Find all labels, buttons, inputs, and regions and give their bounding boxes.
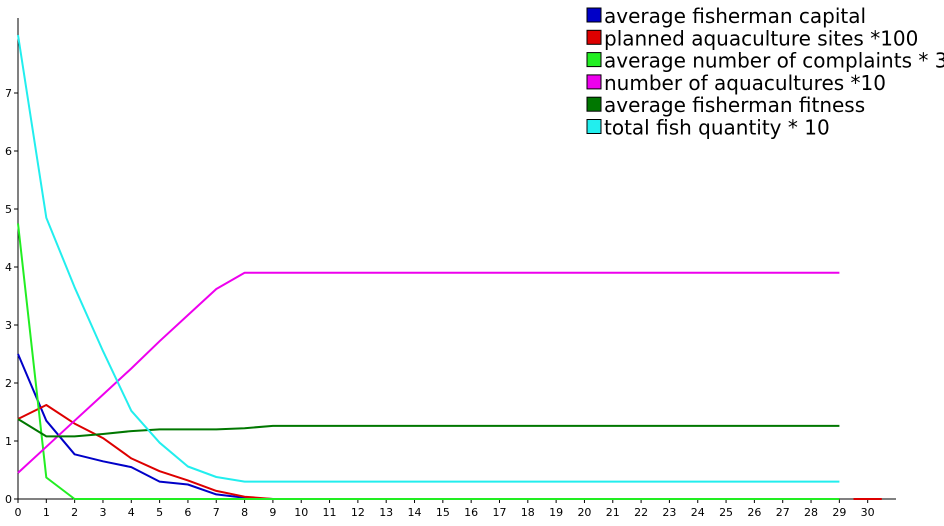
x-tick-label: 6: [184, 506, 191, 519]
x-tick-label: 27: [776, 506, 790, 519]
x-tick-label: 24: [691, 506, 705, 519]
x-tick-label: 16: [464, 506, 478, 519]
legend-swatch: [587, 97, 601, 111]
legend-item-average-fisherman-capital: average fisherman capital: [587, 4, 866, 28]
legend-label: average fisherman capital: [604, 4, 866, 28]
x-tick-label: 3: [99, 506, 106, 519]
y-tick-label: 0: [5, 493, 12, 506]
x-tick-label: 23: [662, 506, 676, 519]
x-tick-label: 21: [606, 506, 620, 519]
x-tick-label: 29: [832, 506, 846, 519]
legend-item-average-number-of-complaints-3: average number of complaints * 3: [587, 49, 944, 73]
y-tick-label: 5: [5, 203, 12, 216]
y-tick-label: 3: [5, 319, 12, 332]
x-tick-label: 15: [436, 506, 450, 519]
x-tick-label: 1: [43, 506, 50, 519]
x-tick-label: 7: [213, 506, 220, 519]
x-tick-label: 25: [719, 506, 733, 519]
x-tick-label: 5: [156, 506, 163, 519]
x-tick-label: 26: [747, 506, 761, 519]
x-tick-label: 0: [15, 506, 22, 519]
x-tick-label: 30: [861, 506, 875, 519]
x-tick-label: 13: [379, 506, 393, 519]
legend-item-planned-aquaculture-sites-100: planned aquaculture sites *100: [587, 26, 918, 50]
y-tick-label: 6: [5, 145, 12, 158]
series-line-planned-aquaculture-sites-100: [18, 405, 839, 499]
legend-label: planned aquaculture sites *100: [604, 26, 918, 50]
legend-swatch: [587, 53, 601, 67]
legend-item-average-fisherman-fitness: average fisherman fitness: [587, 93, 865, 117]
x-tick-label: 19: [549, 506, 563, 519]
legend-swatch: [587, 75, 601, 89]
y-tick-label: 4: [5, 261, 12, 274]
legend-label: number of aquacultures *10: [604, 71, 886, 95]
x-tick-label: 17: [492, 506, 506, 519]
x-tick-label: 2: [71, 506, 78, 519]
x-tick-label: 11: [323, 506, 337, 519]
x-tick-label: 18: [521, 506, 535, 519]
legend-swatch: [587, 8, 601, 22]
x-tick-label: 12: [351, 506, 365, 519]
x-tick-label: 9: [269, 506, 276, 519]
legend-swatch: [587, 30, 601, 44]
y-tick-label: 1: [5, 435, 12, 448]
legend-item-total-fish-quantity-10: total fish quantity * 10: [587, 116, 830, 140]
legend-label: average fisherman fitness: [604, 93, 865, 117]
series-line-average-number-of-complaints-3: [18, 224, 839, 500]
x-tick-label: 22: [634, 506, 648, 519]
legend-item-number-of-aquacultures-10: number of aquacultures *10: [587, 71, 886, 95]
legend-swatch: [587, 120, 601, 134]
x-tick-label: 28: [804, 506, 818, 519]
x-tick-label: 4: [128, 506, 135, 519]
series-line-number-of-aquacultures-10: [18, 273, 839, 473]
legend-label: total fish quantity * 10: [604, 116, 830, 140]
y-tick-label: 7: [5, 87, 12, 100]
y-tick-label: 2: [5, 377, 12, 390]
x-tick-label: 20: [577, 506, 591, 519]
x-tick-label: 14: [408, 506, 422, 519]
x-tick-label: 10: [294, 506, 308, 519]
legend-label: average number of complaints * 3: [604, 49, 944, 73]
x-tick-label: 8: [241, 506, 248, 519]
